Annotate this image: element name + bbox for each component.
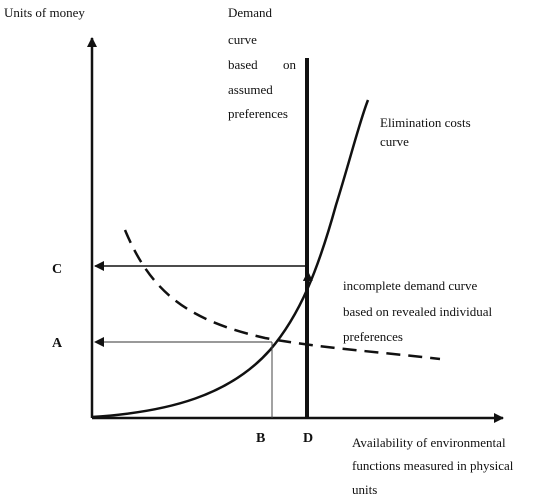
arrow-to-intersection xyxy=(302,271,313,331)
elimination-costs-curve xyxy=(91,99,370,419)
demand-label-line-1: Demand xyxy=(228,5,273,20)
point-a-label: A xyxy=(52,336,63,351)
elimination-label-line-1: Elimination costs xyxy=(380,115,471,130)
point-d-label: D xyxy=(303,431,313,446)
elimination-label-line-2: curve xyxy=(380,134,409,149)
demand-label-line-3b: on xyxy=(283,57,297,72)
demand-label-line-4: assumed xyxy=(228,82,273,97)
incomplete-demand-curve xyxy=(123,229,441,361)
demand-label-line-5: preferences xyxy=(228,106,288,121)
demand-label-line-3a: based xyxy=(228,57,258,72)
point-b-label: B xyxy=(256,431,265,446)
y-axis-label: Units of money xyxy=(4,5,85,20)
x-axis-label-line-2: functions measured in physical xyxy=(352,458,514,473)
x-axis-label-line-3: units xyxy=(352,482,377,497)
x-axis-label-line-1: Availability of environmental xyxy=(352,435,506,450)
point-c-label: C xyxy=(52,262,62,277)
demand-label-line-2: curve xyxy=(228,32,257,47)
incomplete-label-line-2: based on revealed individual xyxy=(343,304,492,319)
incomplete-label-line-1: incomplete demand curve xyxy=(343,278,478,293)
incomplete-label-line-3: preferences xyxy=(343,329,403,344)
